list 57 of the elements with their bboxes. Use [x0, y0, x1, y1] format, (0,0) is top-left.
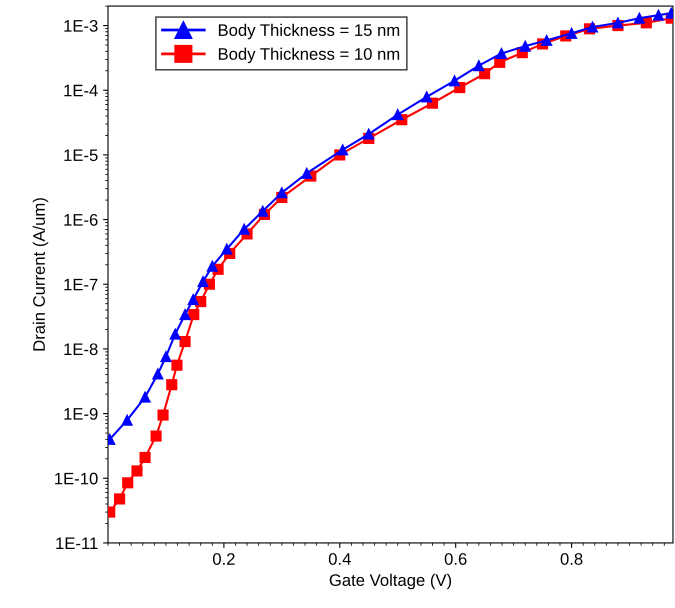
point	[238, 224, 250, 235]
legend-label: Body Thickness = 10 nm	[218, 48, 400, 64]
point	[479, 68, 490, 80]
point	[541, 34, 552, 46]
point	[188, 308, 200, 320]
point	[140, 452, 151, 463]
point	[170, 328, 181, 340]
point	[276, 187, 288, 198]
point	[448, 75, 460, 86]
point	[206, 260, 218, 272]
point	[257, 206, 268, 217]
y-tick-label: 1E-7	[64, 278, 98, 290]
point	[197, 276, 209, 288]
x-axis-title: Gate Voltage (V)	[330, 574, 452, 590]
x-tick-label: 0.2	[212, 553, 235, 565]
point	[188, 294, 199, 306]
point	[392, 109, 404, 120]
y-axis-title: Drain Current (A/um)	[32, 198, 48, 350]
point	[421, 91, 432, 102]
point	[122, 414, 133, 426]
y-tick-label: 1E-11	[56, 538, 98, 549]
point	[337, 144, 348, 156]
y-tick-label: 1E-10	[55, 472, 98, 484]
y-tick-label: 1E-4	[64, 84, 98, 96]
point	[180, 308, 191, 320]
point	[180, 336, 191, 348]
x-tick-label: 0.8	[560, 553, 582, 565]
point	[131, 465, 143, 476]
point	[652, 10, 664, 21]
y-tick-label: 1E-5	[64, 149, 98, 162]
point	[140, 392, 151, 403]
point	[301, 168, 312, 179]
point	[195, 296, 206, 308]
point	[612, 17, 624, 28]
point	[221, 244, 232, 255]
x-tick-label: 0.6	[444, 553, 467, 565]
point	[520, 40, 531, 52]
y-tick-label: 1E-8	[64, 343, 98, 356]
point	[496, 48, 508, 60]
point	[166, 379, 178, 390]
legend-label: Body Thickness = 15 nm	[218, 24, 400, 40]
point	[152, 368, 164, 380]
y-tick-label: 1E-3	[64, 20, 98, 32]
x-tick-label: 0.4	[328, 553, 351, 565]
point	[122, 477, 134, 488]
point	[473, 60, 484, 72]
point	[114, 493, 126, 504]
y-tick-label: 1E-9	[64, 408, 98, 420]
point	[586, 21, 598, 33]
point	[160, 351, 172, 362]
point	[363, 128, 374, 140]
point	[150, 430, 162, 442]
point	[157, 409, 169, 421]
y-tick-label: 1E-6	[64, 214, 98, 226]
point	[566, 28, 578, 39]
point	[171, 360, 183, 371]
point	[634, 12, 645, 24]
